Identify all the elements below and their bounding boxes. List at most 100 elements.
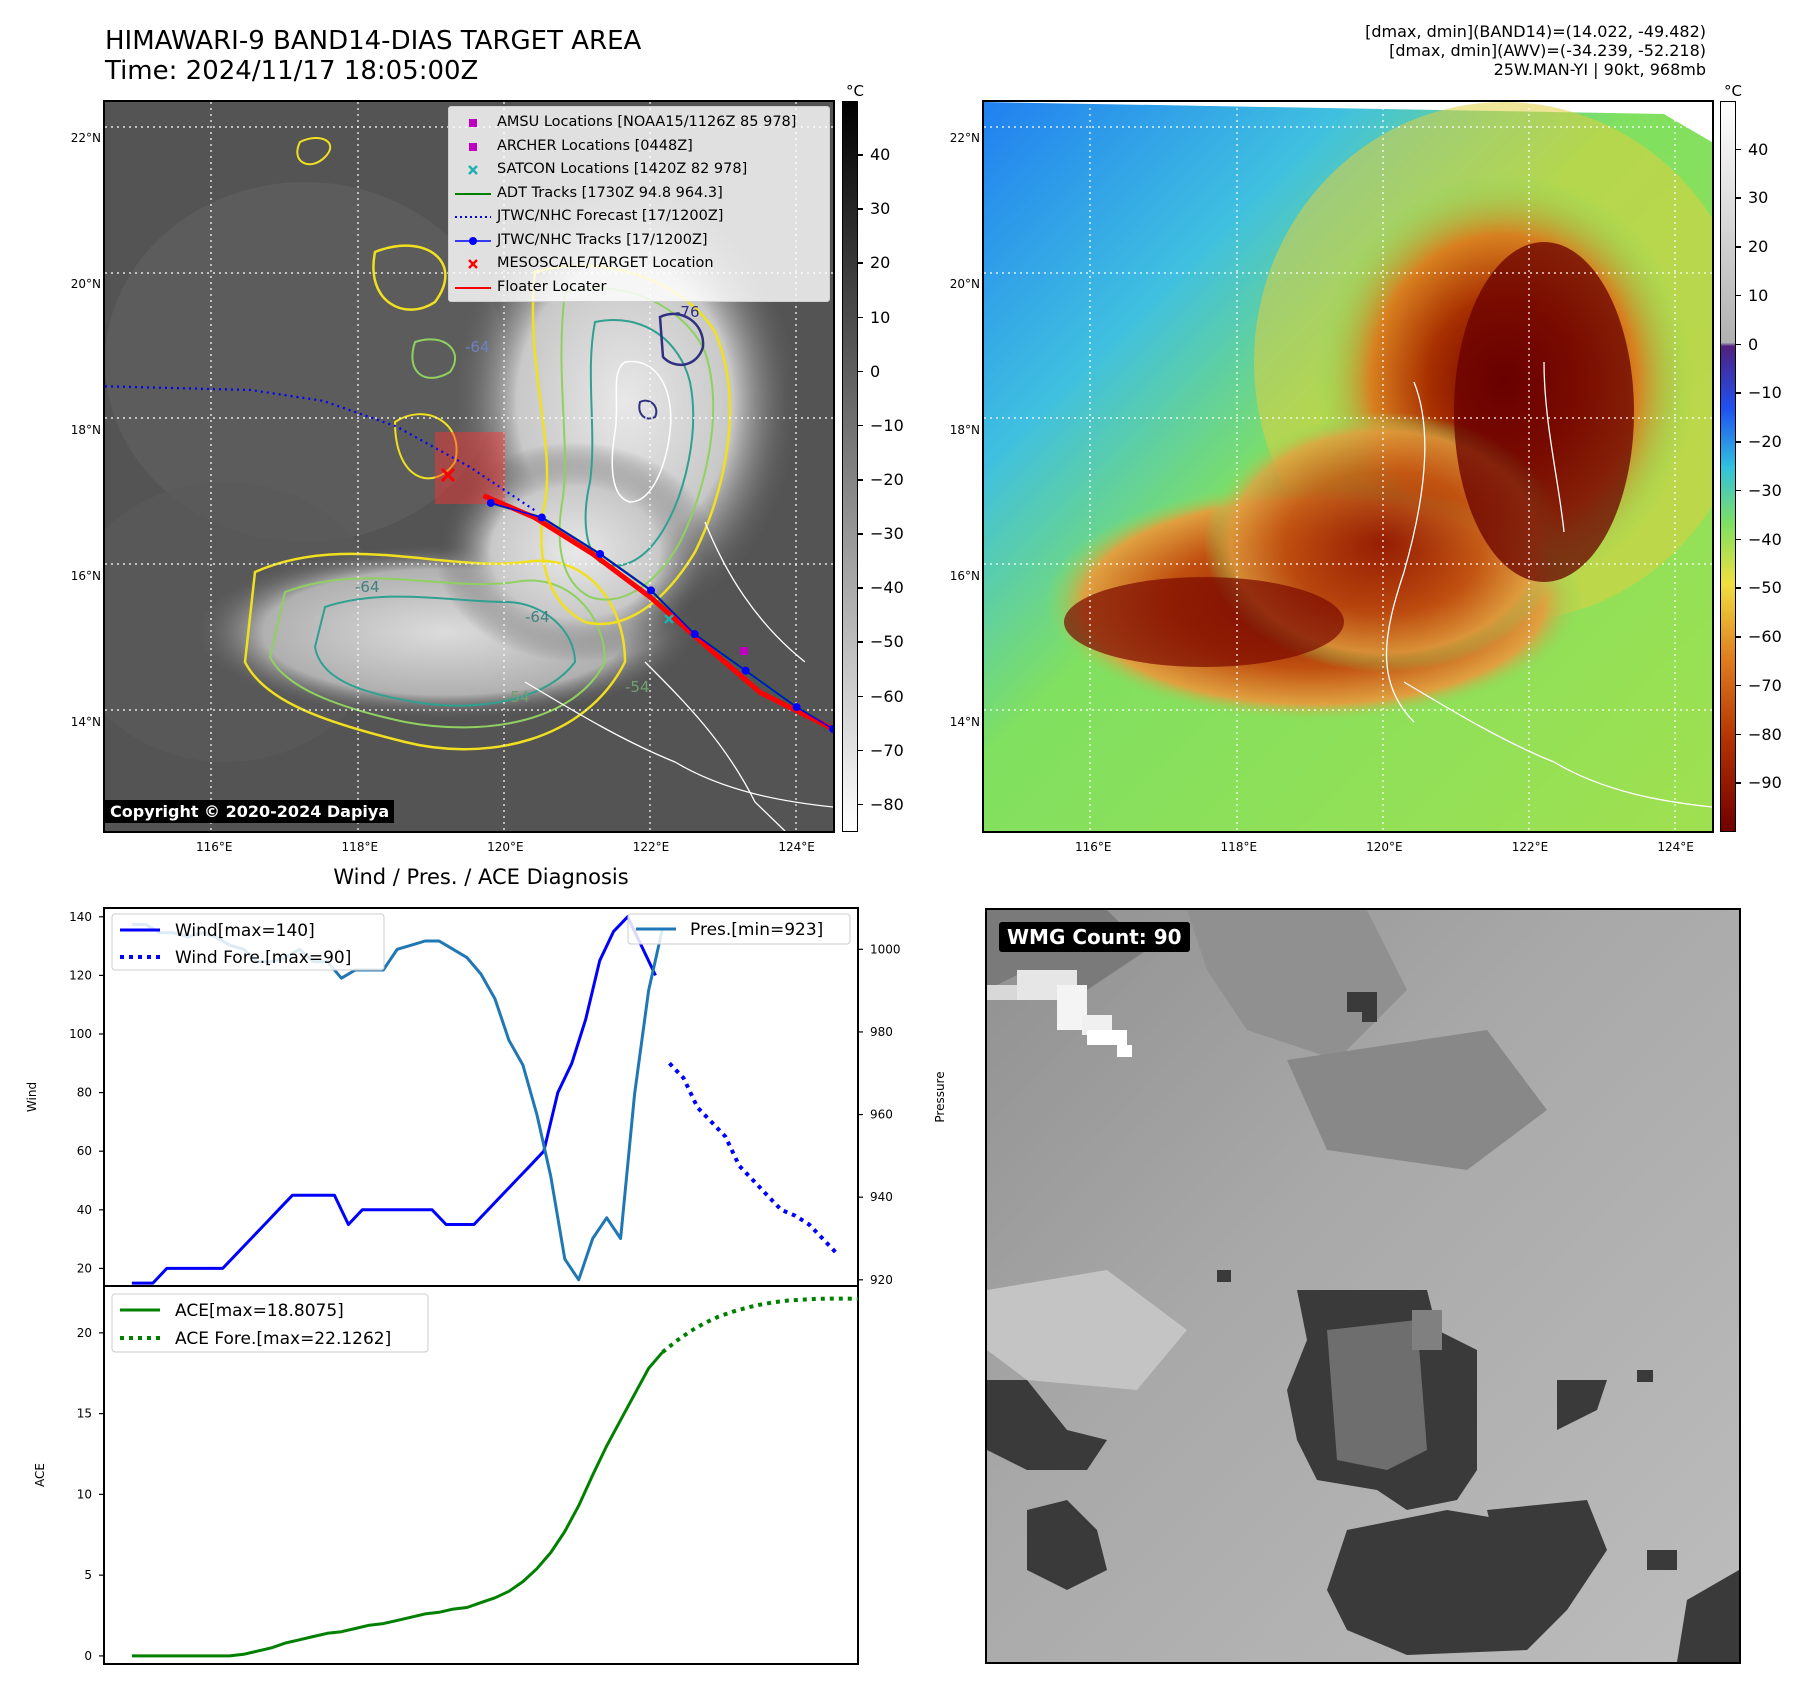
ace-tick-label: 0 xyxy=(84,1649,92,1663)
series-line-wind-dotted xyxy=(668,1061,839,1256)
ir-legend-entry: Floater Locater xyxy=(449,276,829,300)
colorbar-tick-mark xyxy=(858,262,863,264)
amsu-location-marker xyxy=(740,647,748,655)
ir-legend-label: Floater Locater xyxy=(497,278,607,295)
jtwc-track-point xyxy=(486,498,495,507)
legend-symbol-icon xyxy=(468,259,478,269)
colorbar-tick-label: 10 xyxy=(870,307,891,327)
legend-symbol-icon xyxy=(455,192,491,195)
title-line-2: Time: 2024/11/17 18:05:00Z xyxy=(105,56,479,86)
ace-frame xyxy=(103,1285,859,1665)
longitude-label: 124°E xyxy=(1657,840,1694,854)
legend-ace-fore: ACE Fore.[max=22.1262] xyxy=(175,1329,391,1349)
ace-tick-label: 15 xyxy=(77,1407,92,1421)
colorbar-tick-label: −20 xyxy=(1748,432,1782,452)
colorbar-tick-label: −80 xyxy=(870,794,904,814)
longitude-label: 124°E xyxy=(778,840,815,854)
ace-tick-label: 5 xyxy=(84,1568,92,1582)
longitude-label: 116°E xyxy=(195,840,233,854)
latitude-label: 22°N xyxy=(949,131,980,146)
colorbar-tick-mark xyxy=(1736,587,1741,589)
longitude-label: 118°E xyxy=(1220,840,1258,854)
legend-pressure: Pres.[min=923] xyxy=(690,920,823,940)
colorbar-tick-label: 0 xyxy=(1748,334,1759,354)
ir-legend-entry: MESOSCALE/TARGET Location xyxy=(449,252,829,276)
colorbar-tick-mark xyxy=(1736,636,1741,638)
series-line-ace-dotted xyxy=(661,1296,859,1354)
latitude-label: 20°N xyxy=(70,277,101,292)
longitude-label: 122°E xyxy=(1511,840,1549,854)
colorbar-tick-mark xyxy=(858,370,863,373)
contour-label: -54 xyxy=(625,678,650,696)
colorbar-tick-label: −40 xyxy=(1748,529,1782,549)
wmg-count-badge: WMG Count: 90 xyxy=(999,922,1190,952)
ace-tick-label: 10 xyxy=(77,1487,92,1501)
legend-symbol-icon xyxy=(455,286,491,289)
target-area-box xyxy=(435,432,505,504)
ir-legend-label: ADT Tracks [1730Z 94.8 964.3] xyxy=(497,184,723,201)
mesoscale-target-marker xyxy=(440,467,456,483)
jtwc-track-point xyxy=(829,724,833,733)
awv-colorbar-unit: °C xyxy=(1724,82,1742,100)
ir-legend-entry: JTWC/NHC Tracks [17/1200Z] xyxy=(449,229,829,253)
legend-symbol-icon xyxy=(455,236,491,245)
colorbar-tick-label: 20 xyxy=(870,253,891,273)
colorbar-tick-label: −70 xyxy=(1748,675,1782,695)
pressure-tick-label: 1000 xyxy=(870,942,901,956)
colorbar-tick-mark xyxy=(1736,684,1741,687)
contour-label: -64 xyxy=(355,578,380,596)
awv-map-panel xyxy=(982,100,1714,833)
longitude-label: 120°E xyxy=(487,840,524,854)
wind-tick-label: 80 xyxy=(77,1086,92,1100)
latitude-label: 16°N xyxy=(949,568,980,583)
diagnosis-title: Wind / Pres. / ACE Diagnosis xyxy=(333,865,629,889)
ir-legend-entry: ADT Tracks [1730Z 94.8 964.3] xyxy=(449,182,829,206)
wind-tick-label: 120 xyxy=(69,968,92,982)
colorbar-tick-label: −50 xyxy=(870,632,904,652)
colorbar-tick-mark xyxy=(858,695,863,698)
wind-tick-label: 40 xyxy=(77,1203,92,1217)
ir-legend-label: JTWC/NHC Forecast [17/1200Z] xyxy=(497,208,724,224)
wind-tick-label: 20 xyxy=(77,1261,92,1275)
ir-legend-entry: ARCHER Locations [0448Z] xyxy=(449,135,829,159)
storm-info: [dmax, dmin](BAND14)=(14.022, -49.482) [… xyxy=(1106,22,1706,79)
colorbar-tick-label: −20 xyxy=(870,470,904,490)
jtwc-track-point xyxy=(537,513,546,522)
longitude-label: 122°E xyxy=(632,840,670,854)
ace-axis-label: ACE xyxy=(33,1463,47,1487)
jtwc-track-point xyxy=(596,549,605,558)
ir-legend-label: JTWC/NHC Tracks [17/1200Z] xyxy=(497,231,708,248)
wmg-image xyxy=(987,910,1739,1662)
legend-wind: Wind[max=140] xyxy=(175,921,315,941)
ir-colorbar-unit: °C xyxy=(846,82,864,100)
colorbar-tick-mark xyxy=(858,533,863,535)
wind-legend: Wind[max=140] Wind Fore.[max=90] xyxy=(111,913,385,971)
colorbar-tick-label: −30 xyxy=(870,524,904,544)
colorbar-tick-mark xyxy=(858,479,863,481)
legend-symbol-icon xyxy=(468,165,478,175)
wind-tick-label: 100 xyxy=(69,1027,92,1041)
colorbar-tick-label: −60 xyxy=(1748,627,1782,647)
latitude-label: 18°N xyxy=(949,423,980,438)
colorbar-tick-mark xyxy=(1736,782,1741,784)
colorbar-tick-mark xyxy=(1736,197,1741,199)
ir-legend-label: MESOSCALE/TARGET Location xyxy=(497,255,714,271)
longitude-label: 118°E xyxy=(341,840,379,854)
colorbar-tick-mark xyxy=(1736,441,1741,443)
colorbar-tick-label: −70 xyxy=(870,740,904,760)
jtwc-track-point xyxy=(647,586,655,595)
contour-label: -76 xyxy=(675,303,700,321)
colorbar-tick-label: 30 xyxy=(870,199,891,219)
wind-tick-label: 60 xyxy=(77,1144,92,1158)
jtwc-track-point xyxy=(792,703,801,712)
colorbar-tick-mark xyxy=(858,424,863,427)
colorbar-tick-label: 40 xyxy=(870,145,891,165)
colorbar-tick-label: −30 xyxy=(1748,480,1782,500)
colorbar-tick-label: 10 xyxy=(1748,285,1769,305)
legend-wind-fore: Wind Fore.[max=90] xyxy=(175,948,351,968)
colorbar-tick-mark xyxy=(858,803,863,806)
ace-tick-label: 20 xyxy=(77,1326,92,1340)
colorbar-tick-mark xyxy=(858,641,863,643)
colorbar-tick-label: −50 xyxy=(1748,578,1782,598)
pressure-axis-label: Pressure xyxy=(933,1071,947,1122)
